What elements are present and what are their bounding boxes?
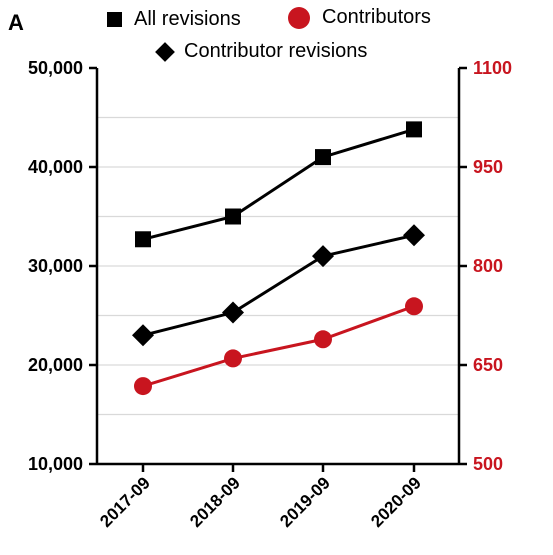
- data-point-contributors: [224, 349, 242, 368]
- legend-all-revisions: All revisions: [107, 8, 241, 31]
- legend-contributor-revisions: Contributor revisions: [155, 40, 368, 63]
- right-tick-label: 950: [473, 157, 503, 177]
- legend-label-contributors: Contributors: [322, 6, 431, 28]
- panel-label: A: [8, 10, 24, 35]
- data-point-contributor-revisions: [403, 224, 425, 247]
- square-marker-icon: [107, 12, 122, 27]
- data-point-contributor-revisions: [222, 301, 244, 324]
- left-tick-label: 30,000: [28, 256, 83, 276]
- legend-contributors: Contributors: [288, 6, 431, 29]
- series-line-all-revisions: [142, 127, 415, 241]
- data-point-all-revisions: [315, 149, 331, 166]
- legend-label-all-revisions: All revisions: [134, 8, 241, 30]
- right-tick-label: 1100: [473, 58, 512, 78]
- left-tick-label: 20,000: [28, 355, 83, 375]
- circle-marker-icon: [288, 6, 310, 29]
- series-line-contributor-revisions: [142, 233, 415, 337]
- data-point-contributors: [405, 297, 423, 316]
- right-tick-label: 650: [473, 355, 503, 375]
- x-tick-label: 2019-09: [276, 473, 334, 531]
- data-point-contributor-revisions: [312, 245, 334, 268]
- x-tick-label: 2017-09: [96, 473, 154, 531]
- left-tick-label: 40,000: [28, 157, 83, 177]
- data-point-contributors: [134, 377, 152, 396]
- data-point-all-revisions: [225, 208, 241, 225]
- data-point-contributor-revisions: [132, 324, 154, 347]
- x-tick-label: 2018-09: [186, 473, 244, 531]
- data-point-all-revisions: [406, 121, 422, 138]
- left-tick-label: 50,000: [28, 58, 83, 78]
- data-point-contributors: [314, 330, 332, 349]
- right-tick-label: 800: [473, 256, 503, 276]
- x-tick-label: 2020-09: [367, 473, 425, 531]
- data-point-all-revisions: [135, 231, 151, 248]
- left-tick-label: 10,000: [28, 454, 83, 474]
- right-tick-label: 500: [473, 454, 503, 474]
- series-line-contributors: [142, 304, 415, 388]
- legend-label-contributor-revisions: Contributor revisions: [184, 40, 368, 62]
